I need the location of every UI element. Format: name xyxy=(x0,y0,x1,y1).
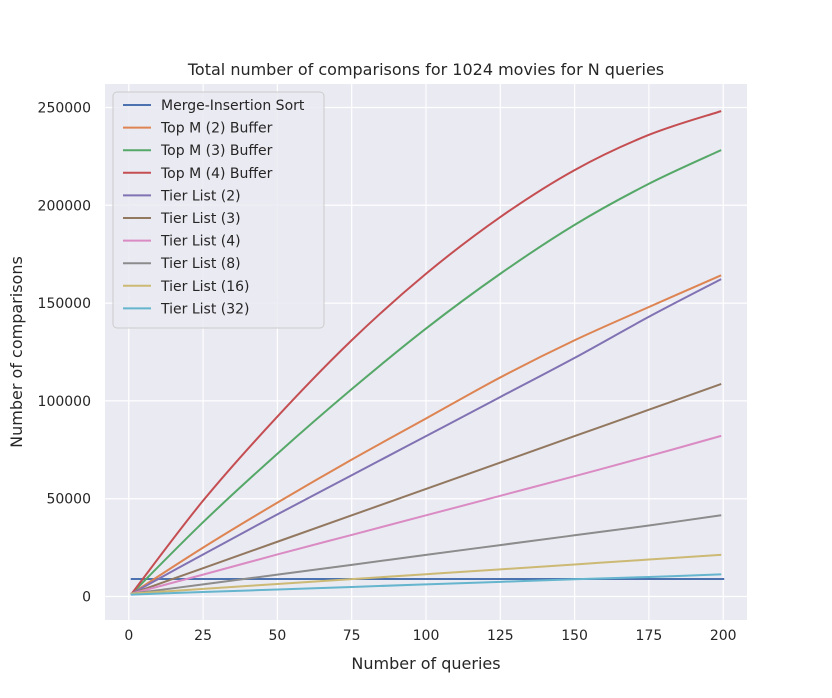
series-line-7 xyxy=(130,514,722,595)
x-tick-labels: 0 25 50 75 100 125 150 175 200 xyxy=(124,628,736,644)
x-tick-label: 0 xyxy=(124,628,133,644)
legend-label: Tier List (4) xyxy=(160,234,241,250)
y-tick-label: 200000 xyxy=(38,198,91,214)
series-line-9 xyxy=(130,573,722,596)
y-tick-label: 0 xyxy=(82,590,91,606)
legend-label: Tier List (32) xyxy=(160,301,250,317)
legend: Merge-Insertion Sort Top M (2) Buffer Top … xyxy=(112,91,325,329)
legend-label: Merge-Insertion Sort xyxy=(161,98,305,114)
y-tick-label: 250000 xyxy=(38,100,91,116)
legend-label: Tier List (2) xyxy=(160,188,241,204)
legend-label: Tier List (3) xyxy=(160,211,241,227)
y-tick-label: 50000 xyxy=(46,492,91,508)
series-line-6 xyxy=(130,434,722,595)
series-lines xyxy=(130,110,725,596)
legend-box xyxy=(112,91,325,329)
series-line-8 xyxy=(130,553,722,595)
series-line-5 xyxy=(130,382,722,595)
x-tick-label: 100 xyxy=(413,628,440,644)
legend-label: Top M (3) Buffer xyxy=(160,143,273,159)
series-line-1 xyxy=(130,274,722,595)
x-tick-label: 50 xyxy=(268,628,286,644)
x-axis-label: Number of queries xyxy=(351,654,500,673)
x-tick-label: 150 xyxy=(561,628,588,644)
legend-label: Tier List (8) xyxy=(160,256,241,272)
y-tick-label: 150000 xyxy=(38,296,91,312)
y-tick-labels: 0 50000 100000 150000 200000 250000 xyxy=(38,100,91,605)
legend-label: Top M (2) Buffer xyxy=(160,121,273,137)
x-tick-label: 175 xyxy=(636,628,663,644)
chart-title: Total number of comparisons for 1024 mov… xyxy=(187,60,664,79)
series-line-3 xyxy=(130,110,722,595)
series-line-2 xyxy=(130,149,722,596)
legend-label: Tier List (16) xyxy=(160,279,250,295)
x-tick-label: 25 xyxy=(194,628,212,644)
y-tick-label: 100000 xyxy=(38,394,91,410)
x-tick-label: 125 xyxy=(487,628,514,644)
x-tick-label: 200 xyxy=(710,628,737,644)
y-axis-label: Number of comparisons xyxy=(7,256,26,448)
series-line-4 xyxy=(130,278,722,595)
x-tick-label: 75 xyxy=(343,628,361,644)
legend-label: Top M (4) Buffer xyxy=(160,166,273,182)
